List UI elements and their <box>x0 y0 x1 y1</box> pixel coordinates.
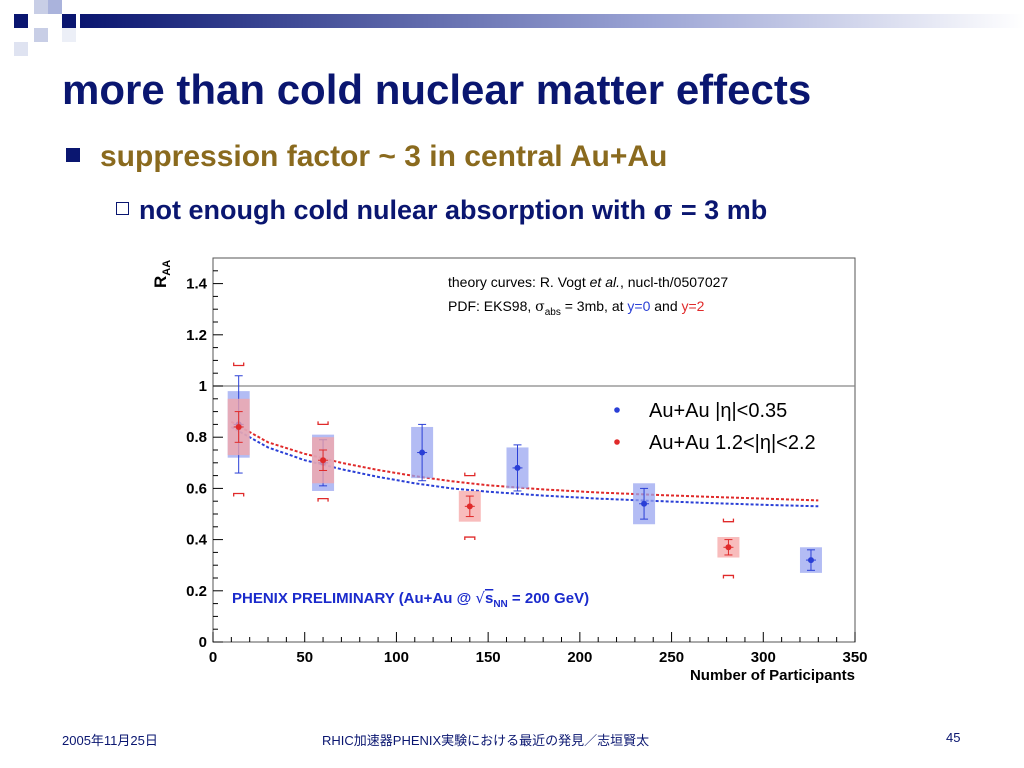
bullet-2-suffix: = 3 mb <box>673 195 768 225</box>
square-bullet-icon <box>66 148 80 163</box>
legend-label-forward: Au+Au 1.2<|η|<2.2 <box>649 432 816 454</box>
data-point-forward <box>320 457 327 464</box>
bullet-2-prefix: not enough cold nulear absorption with <box>139 195 654 225</box>
y-tick-label: 0.8 <box>186 429 207 446</box>
theory-note-line1: theory curves: R. Vogt et al., nucl-th/0… <box>448 274 728 290</box>
y-tick-label: 1 <box>199 378 207 395</box>
axes: 0 50 100 150 200 250 300 350 0 0.2 0.4 0.6 0.8 1 1.2 1.… <box>186 270 868 666</box>
x-tick-label: 150 <box>476 649 501 666</box>
cnm-bracket-high <box>233 362 245 367</box>
cnm-bracket-high <box>722 518 735 523</box>
data-point-forward <box>235 423 242 430</box>
curve-forward <box>230 420 819 502</box>
y-axis-label: RAA <box>151 260 173 288</box>
legend-marker-forward <box>614 439 620 445</box>
footer-date: 2005年11月25日 <box>62 733 158 748</box>
data-point-midrapidity <box>419 449 426 456</box>
y-tick-label: 0.2 <box>186 583 207 600</box>
bullet-2: not enough cold nulear absorption with σ… <box>116 195 767 226</box>
y-tick-label: 1.2 <box>186 327 207 344</box>
theory-curves <box>230 420 819 508</box>
preliminary-label: PHENIX PRELIMINARY (Au+Au @ √sNN = 200 G… <box>232 589 589 610</box>
bullet-2-sigma: σ <box>653 195 674 226</box>
y-tick-label: 0.6 <box>186 480 207 497</box>
raa-chart: 0 50 100 150 200 250 300 350 0 0.2 0.4 0.6 0.8 1 1.2 1.… <box>151 257 868 684</box>
data-point-forward <box>466 503 473 510</box>
x-tick-label: 250 <box>659 649 684 666</box>
x-tick-label: 50 <box>296 649 313 666</box>
footer-title: RHIC加速器PHENIX実験における最近の発見／志垣賢太 <box>322 733 650 748</box>
theory-note-line2: PDF: EKS98, σabs = 3mb, at y=0 and y=2 <box>448 298 705 318</box>
footer-page-number: 45 <box>946 730 961 745</box>
hollow-square-bullet-icon <box>116 202 129 216</box>
curve-midrapidity <box>230 426 819 508</box>
x-tick-label: 100 <box>384 649 409 666</box>
cnm-bracket-high <box>317 421 329 426</box>
x-tick-label: 350 <box>842 649 867 666</box>
x-tick-label: 300 <box>751 649 776 666</box>
x-tick-label: 200 <box>567 649 592 666</box>
legend-label-midrapidity: Au+Au |η|<0.35 <box>649 400 787 422</box>
x-axis-label: Number of Participants <box>690 667 855 684</box>
cnm-bracket-low <box>317 497 329 502</box>
bullet-1-text: suppression factor ~ 3 in central Au+Au <box>100 140 668 173</box>
legend-marker-midrapidity <box>614 407 620 413</box>
y-tick-label: 1.4 <box>186 276 208 293</box>
data-point-midrapidity <box>641 500 648 507</box>
data-point-midrapidity <box>514 464 521 471</box>
cnm-bracket-low <box>464 536 476 541</box>
data-point-forward <box>725 544 732 551</box>
data-marks <box>227 362 822 579</box>
y-tick-label: 0.4 <box>186 532 208 549</box>
cnm-bracket-low <box>722 574 735 579</box>
data-point-midrapidity <box>807 557 814 564</box>
cnm-bracket-low <box>233 492 245 497</box>
bullet-1: suppression factor ~ 3 in central Au+Au <box>66 140 667 174</box>
corner-decoration <box>0 0 1024 60</box>
cnm-bracket-high <box>464 472 476 477</box>
slide-title: more than cold nuclear matter effects <box>62 66 812 113</box>
y-tick-label: 0 <box>199 634 207 651</box>
x-tick-label: 0 <box>209 649 217 666</box>
